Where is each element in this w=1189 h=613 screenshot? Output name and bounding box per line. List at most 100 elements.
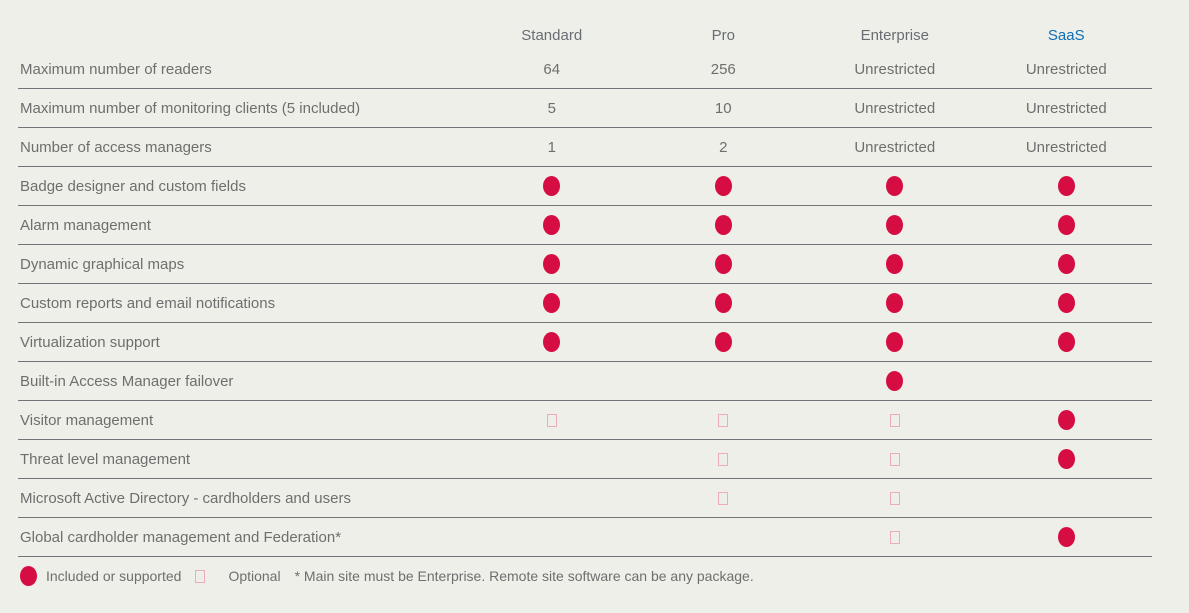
- included-cell: [466, 215, 638, 235]
- table-row: Microsoft Active Directory - cardholders…: [18, 479, 1152, 518]
- table-row: Virtualization support: [18, 323, 1152, 362]
- included-cell: [981, 215, 1153, 235]
- table-row: Visitor management: [18, 401, 1152, 440]
- column-header-standard: Standard: [521, 27, 583, 44]
- table-row: Dynamic graphical maps: [18, 245, 1152, 284]
- included-cell: [466, 332, 638, 352]
- included-dot-icon: [543, 332, 561, 352]
- included-cell: [638, 293, 810, 313]
- feature-label: Dynamic graphical maps: [20, 255, 185, 273]
- optional-cell: [809, 451, 981, 468]
- included-cell: [981, 449, 1153, 469]
- feature-label: Virtualization support: [20, 333, 160, 351]
- table-row: Threat level management: [18, 440, 1152, 479]
- optional-cell: [809, 529, 981, 546]
- included-cell: [809, 254, 981, 274]
- included-dot-icon: [543, 254, 561, 274]
- value-cell: Unrestricted: [854, 138, 936, 156]
- value-cell: Unrestricted: [854, 99, 936, 117]
- included-cell: [981, 176, 1153, 196]
- optional-cell: [638, 412, 810, 429]
- included-cell: [981, 527, 1153, 547]
- optional-cell: [638, 451, 810, 468]
- included-cell: [638, 176, 810, 196]
- included-dot-icon: [714, 254, 732, 274]
- included-cell: [809, 293, 981, 313]
- feature-label: Visitor management: [20, 411, 154, 429]
- included-cell: [466, 176, 638, 196]
- legend: Included or supported Optional * Main si…: [20, 564, 1189, 588]
- included-dot-icon: [714, 176, 732, 196]
- included-cell: [809, 332, 981, 352]
- included-dot-icon: [714, 215, 732, 235]
- value-cell: 2: [719, 138, 728, 156]
- column-header-pro: Pro: [711, 27, 735, 44]
- included-cell: [809, 176, 981, 196]
- feature-label: Number of access managers: [20, 138, 212, 156]
- value-cell: Unrestricted: [1025, 60, 1107, 78]
- legend-included-label: Included or supported: [46, 568, 182, 584]
- optional-cell: [466, 412, 638, 429]
- feature-label: Microsoft Active Directory - cardholders…: [20, 489, 351, 507]
- included-cell: [981, 254, 1153, 274]
- included-cell: [809, 215, 981, 235]
- included-dot-icon: [543, 176, 561, 196]
- table-row: Maximum number of monitoring clients (5 …: [18, 89, 1152, 128]
- feature-label: Built-in Access Manager failover: [20, 372, 234, 390]
- feature-label: Maximum number of readers: [20, 60, 212, 78]
- included-dot-icon: [1057, 527, 1075, 547]
- value-cell: 10: [714, 99, 732, 117]
- feature-label: Alarm management: [20, 216, 151, 234]
- included-cell: [466, 293, 638, 313]
- value-cell: 1: [547, 138, 556, 156]
- optional-square-icon: [718, 453, 729, 467]
- included-dot-icon: [1057, 449, 1075, 469]
- feature-label: Badge designer and custom fields: [20, 177, 246, 195]
- included-dot-icon: [886, 371, 904, 391]
- feature-comparison-table: Standard Pro Enterprise SaaS Maximum num…: [18, 0, 1152, 557]
- optional-cell: [638, 490, 810, 507]
- table-row: Custom reports and email notifications: [18, 284, 1152, 323]
- table-header-row: Standard Pro Enterprise SaaS: [18, 0, 1152, 50]
- included-dot-icon: [886, 215, 904, 235]
- included-dot-icon: [886, 332, 904, 352]
- table-row: Built-in Access Manager failover: [18, 362, 1152, 401]
- table-row: Alarm management: [18, 206, 1152, 245]
- value-cell: 64: [543, 60, 561, 78]
- included-cell: [638, 332, 810, 352]
- included-cell: [981, 332, 1153, 352]
- included-dot-icon: [1057, 215, 1075, 235]
- value-cell: 5: [547, 99, 556, 117]
- included-cell: [809, 371, 981, 391]
- included-dot-icon: [886, 293, 904, 313]
- included-cell: [466, 254, 638, 274]
- feature-label: Maximum number of monitoring clients (5 …: [20, 99, 361, 117]
- included-dot-icon: [20, 566, 37, 586]
- included-dot-icon: [714, 332, 732, 352]
- table-row: Global cardholder management and Federat…: [18, 518, 1152, 557]
- optional-square-icon: [718, 492, 729, 506]
- legend-optional-label: Optional: [228, 568, 281, 584]
- included-dot-icon: [1057, 254, 1075, 274]
- legend-footnote: * Main site must be Enterprise. Remote s…: [294, 568, 754, 584]
- table-body: Maximum number of readers 64 256 Unrestrict…: [18, 50, 1152, 557]
- included-cell: [638, 254, 810, 274]
- optional-square-icon: [889, 531, 900, 545]
- column-header-enterprise: Enterprise: [860, 27, 929, 44]
- included-dot-icon: [543, 293, 561, 313]
- included-cell: [981, 410, 1153, 430]
- included-cell: [638, 215, 810, 235]
- feature-label: Custom reports and email notifications: [20, 294, 276, 312]
- included-dot-icon: [714, 293, 732, 313]
- included-dot-icon: [543, 215, 561, 235]
- value-cell: Unrestricted: [854, 60, 936, 78]
- optional-square-icon: [889, 414, 900, 428]
- optional-square-icon: [546, 414, 557, 428]
- included-dot-icon: [886, 254, 904, 274]
- optional-cell: [809, 490, 981, 507]
- included-cell: [981, 293, 1153, 313]
- value-cell: Unrestricted: [1025, 99, 1107, 117]
- included-dot-icon: [1057, 293, 1075, 313]
- table-row: Number of access managers 1 2 Unrestricted U…: [18, 128, 1152, 167]
- table-row: Badge designer and custom fields: [18, 167, 1152, 206]
